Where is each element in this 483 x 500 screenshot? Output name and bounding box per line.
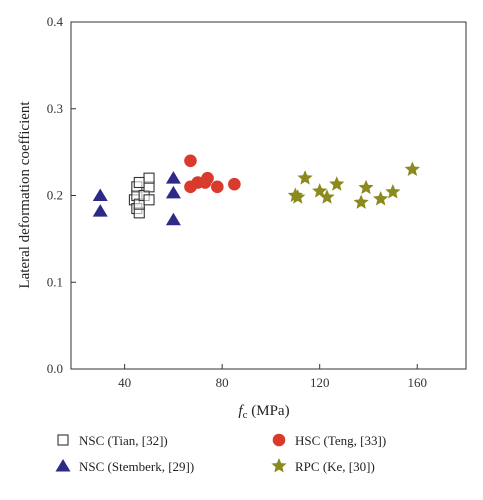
x-axis-title-subscript: c <box>243 409 248 421</box>
legend-marker <box>55 459 71 472</box>
data-point <box>143 194 155 206</box>
legend-marker <box>271 458 287 473</box>
legend-label: NSC (Tian, [32]) <box>79 433 168 448</box>
data-point <box>133 176 145 189</box>
y-tick-label: 0.4 <box>47 14 64 29</box>
data-point <box>210 180 224 194</box>
x-axis-ticks: 40 80 120 160 <box>118 364 427 390</box>
data-point <box>312 183 328 198</box>
x-tick-label: 120 <box>310 375 330 390</box>
legend-marker <box>272 433 286 447</box>
y-axis-ticks: 0.0 0.1 0.2 0.3 0.4 <box>47 14 76 376</box>
legend: NSC (Tian, [32]) HSC (Teng, [33]) NSC (Ste… <box>55 433 386 474</box>
y-tick-label: 0.1 <box>47 274 63 289</box>
legend-entry: HSC (Teng, [33]) <box>272 433 386 448</box>
series-3 <box>287 161 420 209</box>
legend-entry: NSC (Stemberk, [29]) <box>55 459 194 474</box>
x-tick-label: 160 <box>407 375 427 390</box>
data-point <box>358 179 374 195</box>
data-point <box>184 154 197 168</box>
data-point <box>329 176 345 191</box>
data-point <box>353 194 369 209</box>
data-point <box>143 172 155 184</box>
data-points <box>92 154 420 226</box>
data-point <box>297 170 313 185</box>
legend-label: NSC (Stemberk, [29]) <box>79 459 194 474</box>
data-point <box>319 189 335 204</box>
data-point <box>228 177 241 191</box>
y-tick-label: 0.0 <box>47 361 63 376</box>
legend-entry: RPC (Ke, [30]) <box>271 458 375 474</box>
legend-marker <box>57 434 69 446</box>
x-axis-title: fc (MPa) <box>238 403 289 421</box>
series-2 <box>92 171 181 226</box>
data-point <box>385 184 401 199</box>
data-point <box>165 171 181 184</box>
data-point <box>373 190 389 206</box>
data-point <box>165 185 181 199</box>
legend-label: HSC (Teng, [33]) <box>295 433 386 448</box>
x-tick-label: 40 <box>118 375 131 390</box>
data-point <box>92 204 108 217</box>
series-0 <box>128 172 155 219</box>
series-1 <box>184 154 241 194</box>
y-axis-title: Lateral deformation coefficient <box>17 101 33 289</box>
data-point <box>165 212 181 226</box>
legend-label: RPC (Ke, [30]) <box>295 459 375 474</box>
data-point <box>290 189 306 204</box>
x-tick-label: 80 <box>216 375 229 390</box>
x-axis-title-unit: (MPa) <box>247 403 289 419</box>
y-tick-label: 0.2 <box>47 188 63 203</box>
x-axis-title-symbol: f <box>238 403 244 419</box>
y-tick-label: 0.3 <box>47 101 63 116</box>
legend-entry: NSC (Tian, [32]) <box>57 433 168 448</box>
data-point <box>404 161 420 176</box>
data-point <box>92 188 108 201</box>
data-point <box>201 171 214 185</box>
